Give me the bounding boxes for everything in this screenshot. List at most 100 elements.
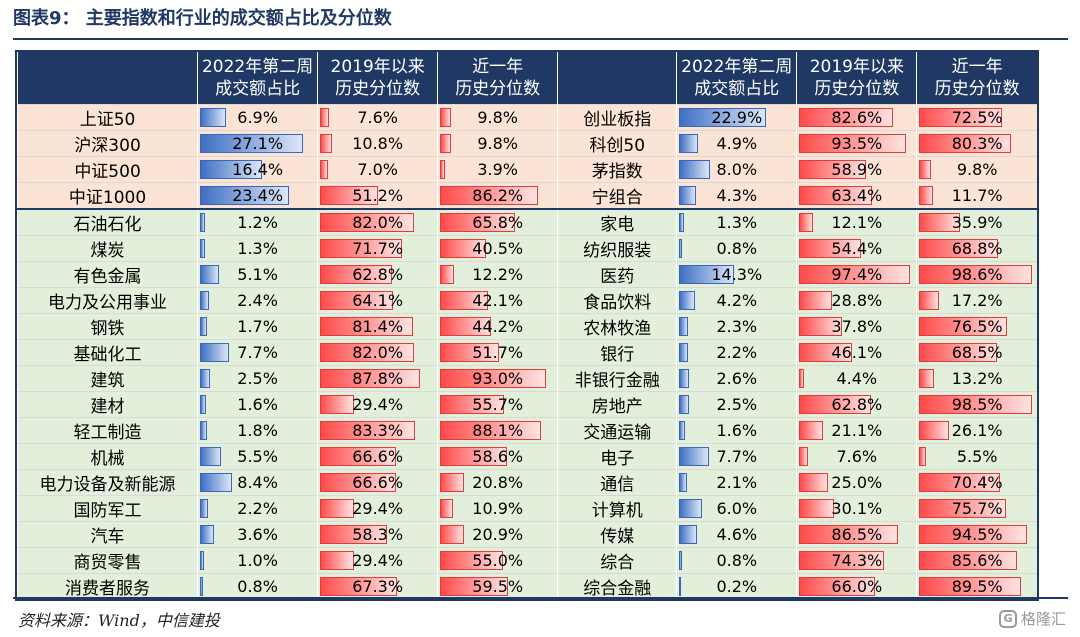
row-name-left: 电力及公用事业 <box>16 287 198 314</box>
percentile-bar <box>919 317 1007 336</box>
share-bar <box>200 343 230 362</box>
watermark-text: 格隆汇 <box>1020 610 1066 628</box>
year-cell-right: 11.7% <box>916 182 1037 209</box>
share-value: 2.2% <box>716 343 758 362</box>
percentile-value: 20.8% <box>472 473 524 492</box>
percentile-bar <box>440 239 487 258</box>
percentile-value: 55.0% <box>472 551 524 570</box>
percentile-bar <box>320 343 414 362</box>
since2019-cell-left: 10.8% <box>317 130 438 157</box>
percentile-value: 70.4% <box>951 473 1003 492</box>
since2019-cell-left: 81.4% <box>317 313 438 340</box>
percentile-value: 51.7% <box>472 343 524 362</box>
share-value: 4.2% <box>716 291 758 310</box>
percentile-bar <box>320 369 421 388</box>
share-bar <box>679 369 690 388</box>
table-row: 基础化工 7.7% 82.0% 51.7% 银行 2.2% 46.1% 68.5% <box>16 339 1037 366</box>
percentile-value: 25.0% <box>831 473 883 492</box>
percentile-value: 13.2% <box>951 369 1003 388</box>
percentile-bar <box>919 525 1028 544</box>
share-cell-right: 2.6% <box>676 365 797 392</box>
percentile-bar <box>799 473 828 492</box>
share-cell-left: 7.7% <box>197 339 318 366</box>
percentile-bar <box>919 213 961 232</box>
percentile-value: 9.8% <box>477 108 519 127</box>
percentile-value: 85.6% <box>951 551 1003 570</box>
percentile-value: 76.5% <box>951 317 1003 336</box>
share-bar <box>679 108 767 127</box>
percentile-value: 3.9% <box>477 160 519 179</box>
year-cell-right: 9.8% <box>916 156 1037 183</box>
percentile-value: 68.5% <box>951 343 1003 362</box>
percentile-bar <box>799 317 843 336</box>
percentile-value: 46.1% <box>831 343 883 362</box>
row-name-left: 机械 <box>16 443 198 470</box>
share-bar <box>200 239 206 258</box>
row-name-left: 中证1000 <box>16 182 198 209</box>
percentile-bar <box>799 577 875 596</box>
share-value: 2.3% <box>716 317 758 336</box>
percentile-value: 82.0% <box>352 213 404 232</box>
percentile-bar <box>320 317 413 336</box>
year-cell-left: 40.5% <box>437 235 558 262</box>
header-year-right: 近一年 历史分位数 <box>916 52 1037 105</box>
percentile-bar <box>799 160 867 179</box>
percentile-value: 12.2% <box>472 265 524 284</box>
percentile-bar <box>440 134 452 153</box>
year-cell-left: 55.0% <box>437 547 558 574</box>
share-bar <box>679 551 683 570</box>
row-name-right: 银行 <box>557 339 677 366</box>
share-cell-right: 4.9% <box>676 130 797 157</box>
share-value: 5.1% <box>237 265 278 284</box>
share-cell-left: 23.4% <box>197 182 318 209</box>
percentile-value: 65.8% <box>472 213 524 232</box>
percentile-value: 93.0% <box>472 369 524 388</box>
share-cell-left: 2.5% <box>197 365 318 392</box>
since2019-cell-left: 7.0% <box>317 156 438 183</box>
row-name-left: 有色金属 <box>16 261 198 288</box>
percentile-value: 29.4% <box>352 395 404 414</box>
percentile-bar <box>320 213 414 232</box>
since2019-cell-left: 7.6% <box>317 104 438 131</box>
share-cell-right: 8.0% <box>676 156 797 183</box>
source-note: 资料来源：Wind，中信建投 <box>18 611 220 630</box>
share-bar <box>679 213 685 232</box>
share-cell-right: 2.2% <box>676 339 797 366</box>
share-value: 6.9% <box>237 108 278 127</box>
header-since2019-left: 2019年以来 历史分位数 <box>317 52 438 105</box>
percentile-value: 9.8% <box>956 160 998 179</box>
percentile-bar <box>440 369 547 388</box>
percentile-bar <box>799 395 871 414</box>
year-cell-left: 12.2% <box>437 261 558 288</box>
share-cell-right: 0.8% <box>676 235 797 262</box>
year-cell-right: 17.2% <box>916 287 1037 314</box>
percentile-value: 10.9% <box>472 499 524 518</box>
table-row: 中证1000 23.4% 51.2% 86.2% 宁组合 4.3% 63.4% 11.7% <box>16 182 1037 209</box>
share-value: 2.5% <box>237 369 278 388</box>
header-since2019-line2: 历史分位数 <box>814 79 900 99</box>
header-name-left <box>17 52 198 105</box>
since2019-cell-left: 29.4% <box>317 547 438 574</box>
percentile-bar <box>919 160 931 179</box>
percentile-bar <box>919 239 998 258</box>
year-cell-right: 72.5% <box>916 104 1037 131</box>
share-cell-right: 0.2% <box>676 573 797 599</box>
percentile-value: 98.5% <box>951 395 1003 414</box>
year-cell-left: 86.2% <box>437 182 558 209</box>
since2019-cell-right: 21.1% <box>796 417 917 444</box>
row-name-left: 上证50 <box>16 104 198 131</box>
share-cell-left: 1.7% <box>197 313 318 340</box>
percentile-bar <box>320 577 397 596</box>
percentile-value: 54.4% <box>831 239 883 258</box>
share-value: 0.2% <box>716 577 758 596</box>
share-value: 2.2% <box>237 499 278 518</box>
table-row: 有色金属 5.1% 62.8% 12.2% 医药 14.3% 97.4% 98.6% <box>16 261 1037 288</box>
percentile-value: 21.1% <box>831 421 883 440</box>
percentile-bar <box>320 239 402 258</box>
share-bar <box>679 525 697 544</box>
share-cell-right: 7.7% <box>676 443 797 470</box>
percentile-value: 30.1% <box>831 499 883 518</box>
percentile-bar <box>799 108 894 127</box>
percentile-bar <box>320 134 333 153</box>
share-bar <box>679 499 703 518</box>
